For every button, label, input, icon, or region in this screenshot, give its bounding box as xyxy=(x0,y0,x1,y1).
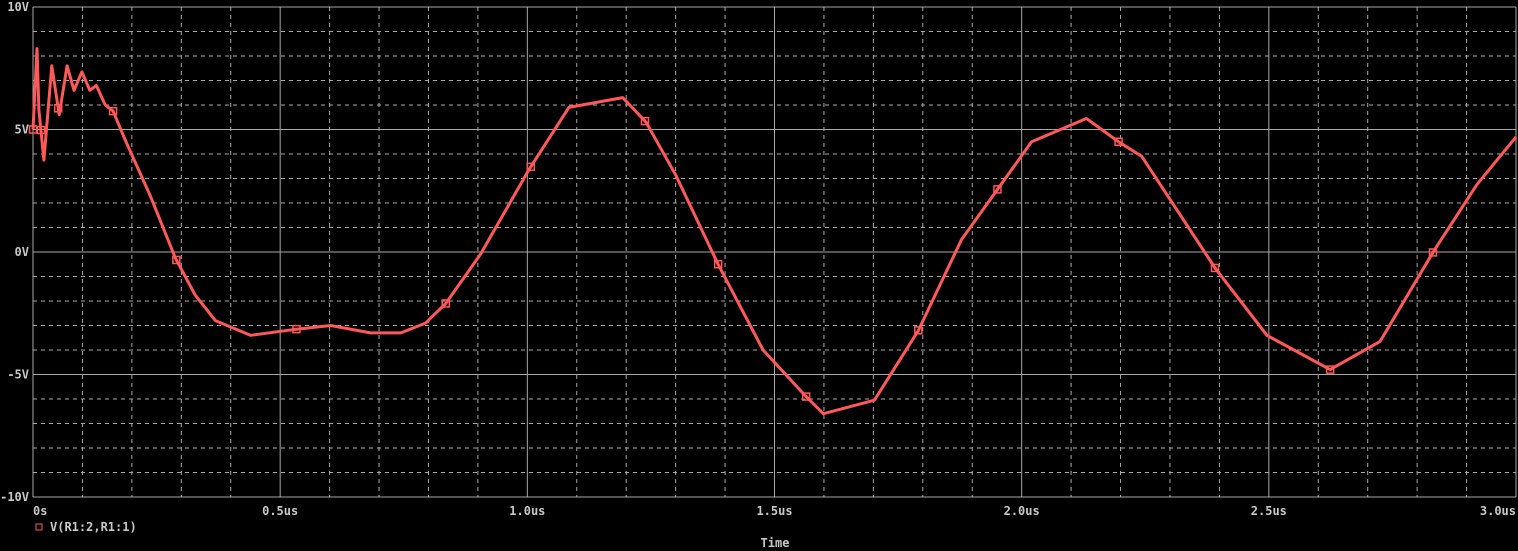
grid xyxy=(32,6,1517,498)
data-point-marker xyxy=(993,185,1002,194)
data-point-marker xyxy=(292,324,301,334)
data-point-marker xyxy=(713,260,723,269)
data-point-marker xyxy=(1325,365,1335,374)
y-tick-label: -10V xyxy=(0,490,29,504)
x-tick-label: 3.0us xyxy=(1480,504,1516,518)
data-point-marker xyxy=(914,326,923,335)
y-tick-label: 0V xyxy=(15,245,29,259)
x-tick-label: 1.5us xyxy=(756,504,792,518)
data-point-marker xyxy=(801,392,811,401)
x-tick-label: 0.5us xyxy=(262,504,298,518)
data-point-marker xyxy=(53,104,63,113)
traces xyxy=(28,47,1518,416)
legend[interactable]: V(R1:2,R1:1) xyxy=(35,520,137,534)
tick-labels: 0s 0.5us 1.0us 1.5us 2.0us 2.5us 3.0us 10V 5V 0V -… xyxy=(0,0,1516,518)
x-tick-label: 1.0us xyxy=(509,504,545,518)
y-tick-label: 5V xyxy=(15,123,29,137)
data-point-marker xyxy=(441,299,451,308)
data-point-marker xyxy=(526,162,536,172)
data-point-marker xyxy=(1114,137,1123,146)
x-tick-label: 0s xyxy=(33,504,47,518)
data-point-marker xyxy=(36,125,46,135)
series-line xyxy=(31,47,1518,416)
y-tick-label: -5V xyxy=(7,368,29,382)
legend-marker-icon xyxy=(35,523,43,531)
data-point-marker xyxy=(28,125,38,134)
data-point-marker xyxy=(172,255,181,265)
data-point-marker xyxy=(108,106,118,116)
data-point-marker xyxy=(640,116,650,126)
x-tick-label: 2.5us xyxy=(1251,504,1287,518)
data-point-marker xyxy=(1210,263,1220,273)
x-axis-label: Time xyxy=(761,536,790,550)
data-point-marker xyxy=(1428,248,1438,257)
x-tick-label: 2.0us xyxy=(1004,504,1040,518)
y-tick-label: 10V xyxy=(7,0,29,14)
legend-label[interactable]: V(R1:2,R1:1) xyxy=(50,520,137,534)
